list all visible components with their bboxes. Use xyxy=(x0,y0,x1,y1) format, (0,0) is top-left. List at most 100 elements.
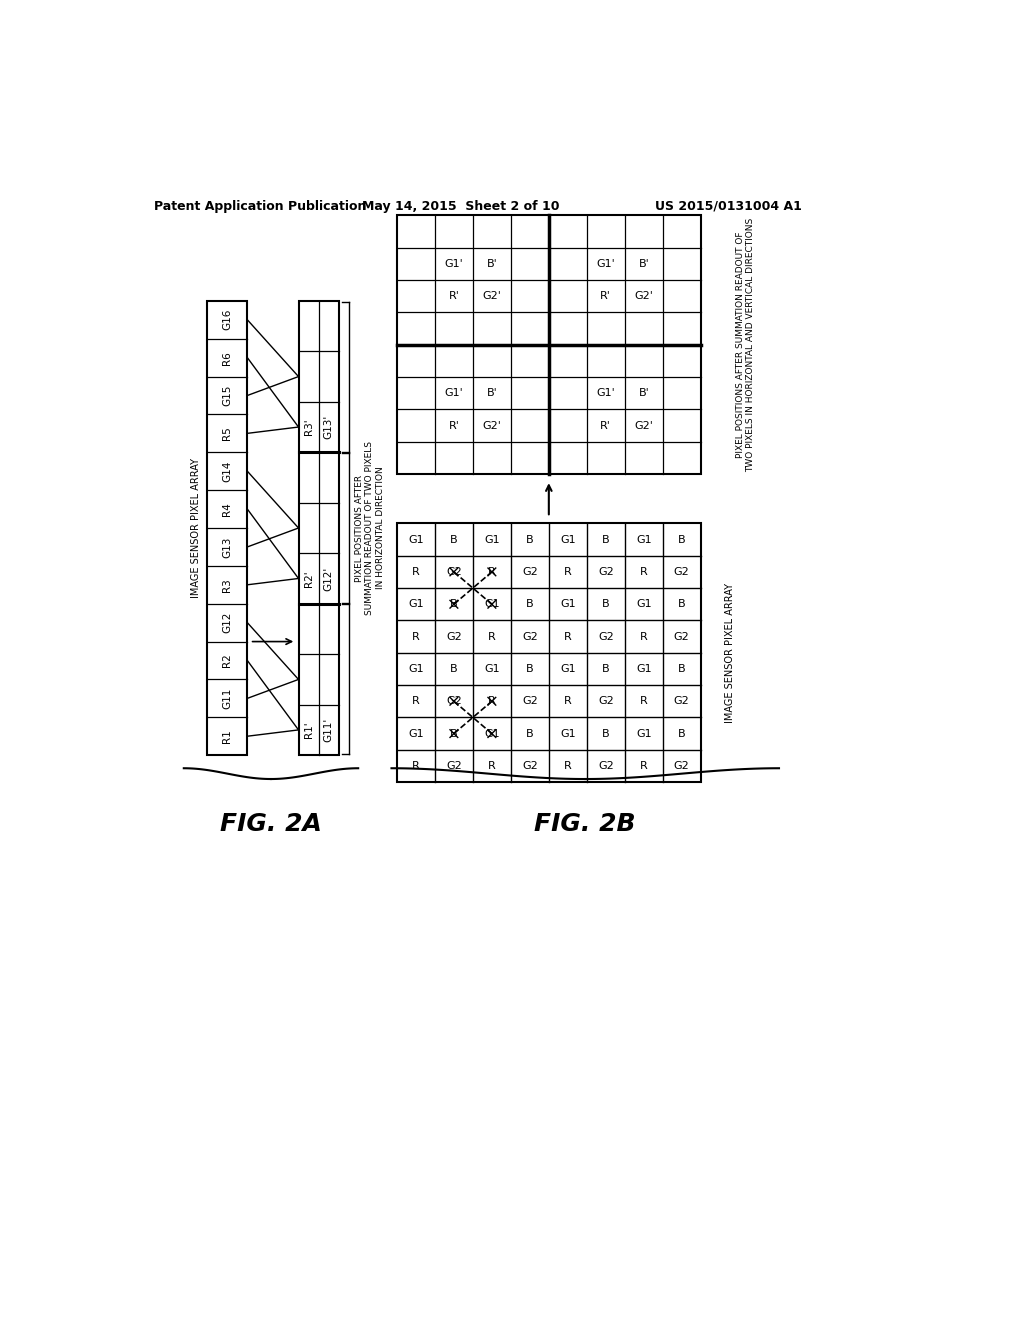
Text: G2: G2 xyxy=(446,631,462,642)
Text: G1: G1 xyxy=(484,535,500,545)
Text: R2': R2' xyxy=(303,570,313,587)
Text: B': B' xyxy=(486,388,498,399)
Text: G2': G2' xyxy=(482,292,502,301)
Text: G2': G2' xyxy=(634,421,653,430)
Text: G12: G12 xyxy=(222,612,232,634)
Text: G1: G1 xyxy=(560,729,575,739)
Text: FIG. 2B: FIG. 2B xyxy=(535,812,636,837)
Text: May 14, 2015  Sheet 2 of 10: May 14, 2015 Sheet 2 of 10 xyxy=(362,199,560,213)
Text: G1: G1 xyxy=(636,535,651,545)
Text: G1: G1 xyxy=(409,599,424,610)
Text: B: B xyxy=(602,599,609,610)
Bar xyxy=(397,524,700,781)
Text: B: B xyxy=(678,599,685,610)
Text: R: R xyxy=(412,696,420,706)
Text: PIXEL POSITIONS AFTER
SUMMATION READOUT OF TWO PIXELS
IN HORIZONTAL DIRECTION: PIXEL POSITIONS AFTER SUMMATION READOUT … xyxy=(355,441,385,615)
Text: R': R' xyxy=(600,421,611,430)
Text: G2': G2' xyxy=(634,292,653,301)
Text: G1: G1 xyxy=(409,535,424,545)
Text: B: B xyxy=(678,729,685,739)
Text: B: B xyxy=(451,599,458,610)
Text: B: B xyxy=(602,535,609,545)
Text: R: R xyxy=(564,631,571,642)
Text: IMAGE SENSOR PIXEL ARRAY: IMAGE SENSOR PIXEL ARRAY xyxy=(191,458,201,598)
Text: R1': R1' xyxy=(303,722,313,738)
Text: G1: G1 xyxy=(560,664,575,675)
Text: G2: G2 xyxy=(522,631,538,642)
Text: G1': G1' xyxy=(444,388,463,399)
Text: G2: G2 xyxy=(674,696,689,706)
Text: R2: R2 xyxy=(222,653,232,668)
Text: G13': G13' xyxy=(324,414,334,440)
Text: R: R xyxy=(564,566,571,577)
Text: R: R xyxy=(564,696,571,706)
Text: R: R xyxy=(488,696,496,706)
Text: G2: G2 xyxy=(598,696,613,706)
Text: B: B xyxy=(526,729,534,739)
Text: G2: G2 xyxy=(522,566,538,577)
Text: R4: R4 xyxy=(222,502,232,516)
Text: R3': R3' xyxy=(303,418,313,436)
Text: G2: G2 xyxy=(522,696,538,706)
Text: B: B xyxy=(602,729,609,739)
Text: B: B xyxy=(526,599,534,610)
Text: G2: G2 xyxy=(446,760,462,771)
Text: R3: R3 xyxy=(222,578,232,591)
Text: Patent Application Publication: Patent Application Publication xyxy=(154,199,366,213)
Text: R': R' xyxy=(449,292,460,301)
Text: R: R xyxy=(488,631,496,642)
Text: R1: R1 xyxy=(222,730,232,743)
Text: R6: R6 xyxy=(222,351,232,364)
Text: R: R xyxy=(640,696,647,706)
Text: G1: G1 xyxy=(484,664,500,675)
Text: B: B xyxy=(451,535,458,545)
Text: G11': G11' xyxy=(324,718,334,742)
Text: G1: G1 xyxy=(560,599,575,610)
Text: G2': G2' xyxy=(482,421,502,430)
Text: G1: G1 xyxy=(409,664,424,675)
Text: US 2015/0131004 A1: US 2015/0131004 A1 xyxy=(655,199,802,213)
Text: G1: G1 xyxy=(560,535,575,545)
Text: R': R' xyxy=(449,421,460,430)
Text: B: B xyxy=(678,535,685,545)
Text: R: R xyxy=(564,760,571,771)
Text: G2: G2 xyxy=(446,566,462,577)
Text: B': B' xyxy=(486,259,498,269)
Text: B': B' xyxy=(638,388,649,399)
Text: B: B xyxy=(526,535,534,545)
Text: G1': G1' xyxy=(596,388,615,399)
Text: G1: G1 xyxy=(636,599,651,610)
Text: G1: G1 xyxy=(484,599,500,610)
Text: G2: G2 xyxy=(598,631,613,642)
Text: R: R xyxy=(640,631,647,642)
Text: G14: G14 xyxy=(222,461,232,482)
Text: G1: G1 xyxy=(484,729,500,739)
Text: G13: G13 xyxy=(222,536,232,557)
Text: R': R' xyxy=(600,292,611,301)
Text: G11: G11 xyxy=(222,688,232,709)
Text: B: B xyxy=(678,664,685,675)
Bar xyxy=(299,301,339,755)
Bar xyxy=(207,301,248,755)
Text: G1: G1 xyxy=(636,729,651,739)
Text: G15: G15 xyxy=(222,385,232,407)
Text: R: R xyxy=(412,760,420,771)
Text: R: R xyxy=(640,760,647,771)
Text: R: R xyxy=(488,566,496,577)
Text: PIXEL POSITIONS AFTER SUMMATION READOUT OF
TWO PIXELS IN HORIZONTAL AND VERTICAL: PIXEL POSITIONS AFTER SUMMATION READOUT … xyxy=(736,218,756,471)
Text: R: R xyxy=(412,566,420,577)
Text: G2: G2 xyxy=(674,631,689,642)
Text: G1: G1 xyxy=(636,664,651,675)
Text: R: R xyxy=(412,631,420,642)
Text: G1': G1' xyxy=(444,259,463,269)
Text: B: B xyxy=(602,664,609,675)
Text: G1: G1 xyxy=(409,729,424,739)
Text: B: B xyxy=(451,729,458,739)
Text: G2: G2 xyxy=(598,566,613,577)
Text: G12': G12' xyxy=(324,566,334,590)
Text: G2: G2 xyxy=(446,696,462,706)
Text: B: B xyxy=(451,664,458,675)
Text: FIG. 2A: FIG. 2A xyxy=(220,812,322,837)
Text: G2: G2 xyxy=(674,760,689,771)
Text: G1': G1' xyxy=(596,259,615,269)
